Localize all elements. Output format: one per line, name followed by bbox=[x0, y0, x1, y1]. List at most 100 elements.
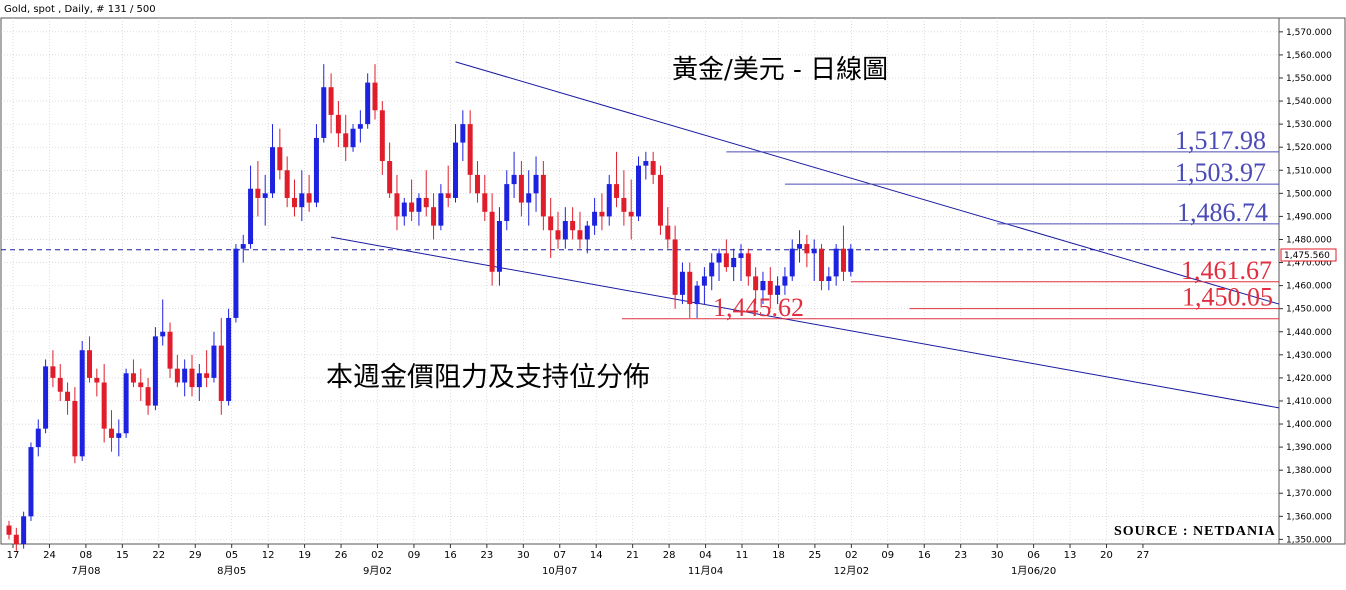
x-tick-label: 26 bbox=[335, 550, 348, 561]
x-tick-label: 23 bbox=[480, 550, 493, 561]
level-label: 1,461.67 bbox=[1181, 256, 1272, 285]
candle-body bbox=[745, 253, 751, 277]
candle bbox=[218, 317, 224, 415]
candle-body bbox=[306, 193, 312, 203]
x-tick-label: 12 bbox=[262, 550, 275, 561]
candle-body bbox=[489, 211, 495, 272]
level-label: 1,503.97 bbox=[1175, 158, 1266, 187]
candle-body bbox=[474, 174, 480, 194]
candle-body bbox=[277, 147, 283, 171]
candle bbox=[614, 151, 620, 208]
candle bbox=[621, 170, 627, 226]
candle bbox=[511, 151, 517, 198]
candle-body bbox=[21, 516, 27, 544]
candle bbox=[65, 382, 71, 415]
candle-body bbox=[526, 193, 532, 203]
candle-body bbox=[438, 193, 444, 226]
chart-annotation: 本週金價阻力及支持位分佈 bbox=[326, 362, 650, 393]
candle-body bbox=[28, 447, 34, 517]
x-tick-label: 09 bbox=[408, 550, 421, 561]
candle-body bbox=[840, 248, 846, 272]
candle bbox=[804, 234, 810, 268]
candle-body bbox=[614, 184, 620, 198]
candle bbox=[182, 359, 188, 397]
x-tick-label: 02 bbox=[371, 550, 384, 561]
candle bbox=[130, 359, 136, 388]
candle bbox=[819, 244, 825, 291]
y-tick-label: 1,520.000 bbox=[1286, 143, 1332, 153]
candle bbox=[335, 101, 341, 148]
candle-body bbox=[152, 336, 158, 406]
candle-body bbox=[562, 221, 568, 240]
candle-body bbox=[416, 197, 422, 212]
candle-body bbox=[123, 373, 129, 434]
candle bbox=[21, 511, 27, 549]
candle bbox=[291, 179, 297, 217]
candle bbox=[760, 271, 766, 305]
candle-body bbox=[138, 382, 144, 388]
candle bbox=[270, 124, 276, 198]
candle bbox=[328, 73, 334, 134]
candle-body bbox=[160, 331, 166, 337]
candle-body bbox=[826, 276, 832, 281]
month-label: 9月02 bbox=[363, 565, 392, 577]
month-label: 12月02 bbox=[834, 565, 869, 577]
candle bbox=[6, 520, 12, 540]
candle-body bbox=[35, 428, 41, 448]
candle-body bbox=[372, 82, 378, 111]
candle-body bbox=[467, 124, 473, 175]
candle-body bbox=[182, 368, 188, 383]
candle-body bbox=[723, 253, 729, 268]
candle bbox=[848, 244, 854, 277]
candle bbox=[174, 354, 180, 388]
candle bbox=[79, 340, 85, 461]
candle bbox=[233, 244, 239, 323]
y-axis-ticks: 1,350.000 1,360.000 1,370.000 1,380.000 1,39… bbox=[1279, 28, 1332, 545]
candle bbox=[797, 230, 803, 263]
candle-body bbox=[270, 147, 276, 194]
candle bbox=[811, 239, 817, 281]
candle bbox=[745, 248, 751, 286]
candle bbox=[482, 174, 488, 222]
candle bbox=[628, 179, 634, 240]
y-tick-label: 1,560.000 bbox=[1286, 51, 1332, 61]
candle bbox=[665, 207, 671, 249]
candle bbox=[262, 174, 268, 226]
x-tick-label: 28 bbox=[663, 550, 676, 561]
candle bbox=[189, 354, 195, 397]
candle bbox=[518, 161, 524, 217]
candle bbox=[489, 193, 495, 286]
candle-body bbox=[43, 366, 49, 429]
y-tick-label: 1,390.000 bbox=[1286, 443, 1332, 453]
candle-body bbox=[365, 82, 371, 125]
candle-body bbox=[387, 161, 393, 194]
x-tick-label: 21 bbox=[626, 550, 639, 561]
candle bbox=[679, 262, 685, 305]
candle-body bbox=[628, 211, 634, 217]
candle bbox=[782, 267, 788, 295]
candle bbox=[687, 262, 693, 318]
candle-body bbox=[665, 225, 671, 240]
candle-body bbox=[753, 276, 759, 291]
candle bbox=[94, 368, 100, 397]
level-label: 1,445.62 bbox=[713, 293, 804, 322]
candle bbox=[72, 387, 78, 464]
candle-body bbox=[672, 239, 678, 295]
candle-body bbox=[789, 248, 795, 277]
candle bbox=[526, 170, 532, 226]
x-tick-label: 02 bbox=[845, 550, 858, 561]
candle bbox=[445, 165, 451, 208]
candle bbox=[606, 174, 612, 226]
candle bbox=[138, 368, 144, 401]
x-axis-ticks: 17 24 08 15 22 29 05 12 19 26 02 09 16 23 30 07 14 21 28 04… bbox=[7, 544, 1149, 561]
y-tick-label: 1,490.000 bbox=[1286, 212, 1332, 222]
x-tick-label: 08 bbox=[80, 550, 93, 561]
candle-body bbox=[394, 193, 400, 217]
y-tick-label: 1,420.000 bbox=[1286, 374, 1332, 384]
candle-body bbox=[797, 244, 803, 249]
candle bbox=[723, 239, 729, 272]
lower-trendline bbox=[330, 236, 1280, 409]
candle bbox=[87, 336, 93, 383]
candle bbox=[299, 170, 305, 222]
chart-header: Gold, spot , Daily, # 131 / 500 bbox=[4, 4, 156, 15]
